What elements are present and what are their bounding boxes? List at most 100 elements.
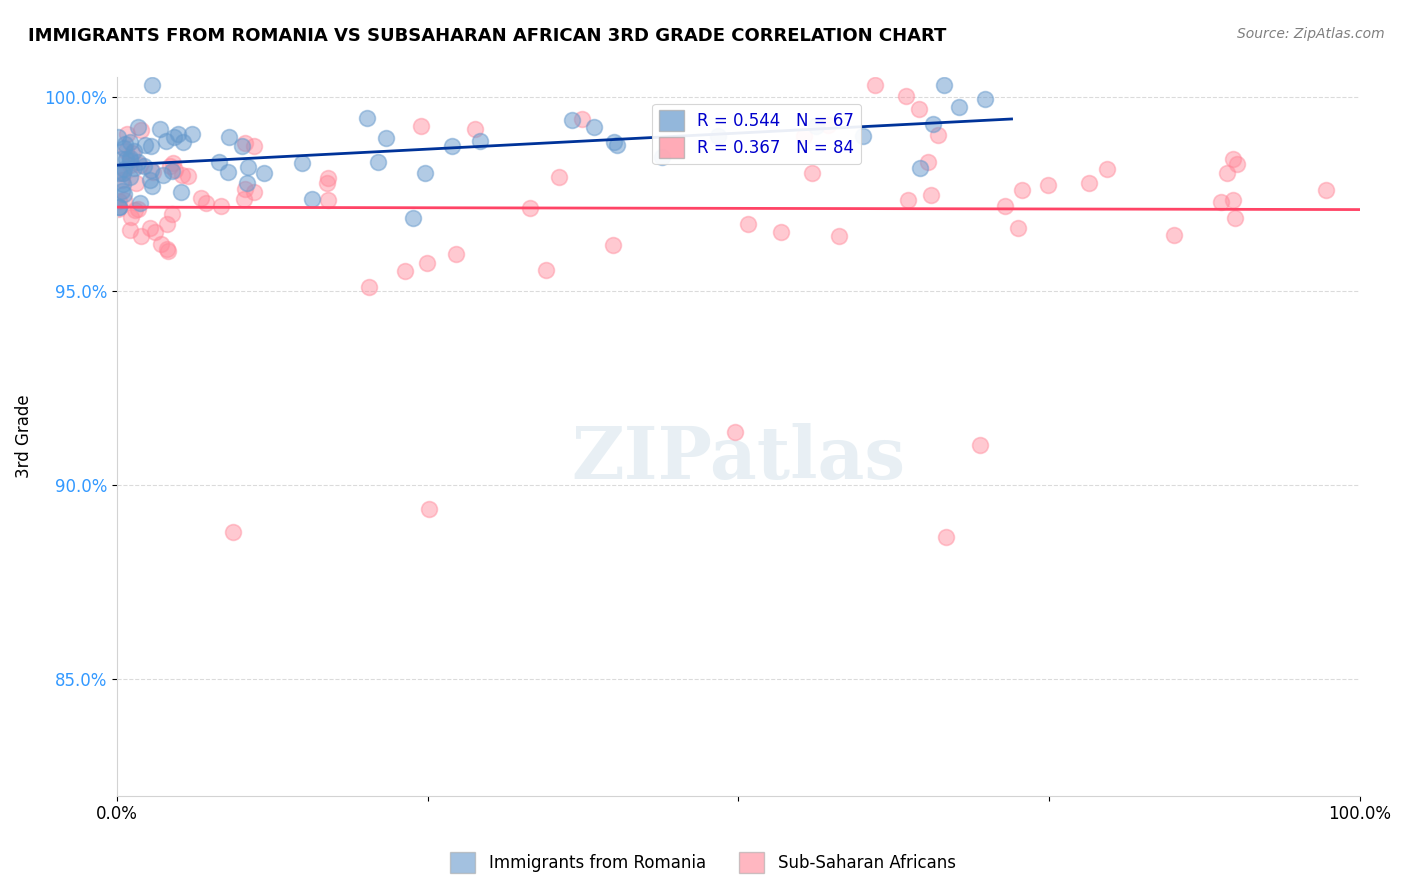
- Point: [222, 524, 245, 539]
- Point: [707, 128, 730, 143]
- Point: [651, 150, 673, 164]
- Point: [128, 196, 150, 211]
- Point: [1315, 183, 1337, 197]
- Point: [112, 141, 135, 155]
- Point: [894, 88, 917, 103]
- Point: [209, 199, 232, 213]
- Point: [195, 196, 218, 211]
- Point: [127, 154, 149, 169]
- Point: [817, 119, 839, 133]
- Point: [180, 127, 202, 141]
- Point: [127, 120, 149, 135]
- Point: [231, 139, 253, 153]
- Point: [149, 122, 172, 136]
- Point: [112, 162, 135, 177]
- Point: [190, 190, 212, 204]
- Point: [301, 192, 323, 206]
- Point: [120, 223, 142, 237]
- Point: [108, 166, 131, 180]
- Point: [112, 193, 135, 207]
- Point: [114, 153, 136, 167]
- Point: [217, 164, 239, 178]
- Point: [118, 151, 141, 165]
- Point: [291, 156, 314, 170]
- Point: [606, 138, 628, 153]
- Point: [440, 138, 463, 153]
- Point: [129, 229, 152, 244]
- Point: [141, 165, 163, 179]
- Point: [139, 221, 162, 235]
- Point: [159, 159, 181, 173]
- Point: [1222, 152, 1244, 166]
- Point: [908, 161, 931, 175]
- Point: [218, 130, 240, 145]
- Point: [994, 199, 1017, 213]
- Point: [571, 112, 593, 127]
- Point: [927, 128, 949, 142]
- Point: [418, 501, 440, 516]
- Point: [124, 145, 146, 159]
- Point: [139, 163, 162, 178]
- Point: [444, 247, 467, 261]
- Point: [134, 138, 156, 153]
- Point: [233, 182, 256, 196]
- Point: [111, 166, 134, 180]
- Point: [156, 242, 179, 256]
- Text: Source: ZipAtlas.com: Source: ZipAtlas.com: [1237, 27, 1385, 41]
- Point: [737, 217, 759, 231]
- Point: [243, 139, 266, 153]
- Point: [948, 100, 970, 114]
- Point: [1007, 221, 1029, 235]
- Point: [108, 200, 131, 214]
- Point: [908, 102, 931, 116]
- Point: [316, 171, 339, 186]
- Point: [115, 128, 138, 142]
- Point: [118, 157, 141, 171]
- Point: [141, 78, 163, 93]
- Legend: Immigrants from Romania, Sub-Saharan Africans: Immigrants from Romania, Sub-Saharan Afr…: [444, 846, 962, 880]
- Point: [921, 117, 943, 131]
- Point: [934, 530, 956, 544]
- Point: [519, 201, 541, 215]
- Point: [172, 135, 194, 149]
- Point: [163, 129, 186, 144]
- Point: [1077, 177, 1099, 191]
- Point: [115, 144, 138, 158]
- Point: [132, 159, 155, 173]
- Point: [932, 78, 955, 93]
- Point: [162, 156, 184, 170]
- Point: [253, 166, 276, 180]
- Point: [1209, 194, 1232, 209]
- Point: [1226, 157, 1249, 171]
- Point: [120, 153, 142, 168]
- Point: [769, 225, 792, 239]
- Point: [236, 176, 259, 190]
- Point: [127, 202, 149, 217]
- Point: [129, 123, 152, 137]
- Point: [139, 172, 162, 186]
- Point: [150, 237, 173, 252]
- Point: [141, 179, 163, 194]
- Text: ZIPatlas: ZIPatlas: [571, 423, 905, 493]
- Point: [603, 135, 626, 149]
- Point: [316, 176, 339, 190]
- Point: [243, 185, 266, 199]
- Point: [155, 134, 177, 148]
- Point: [801, 166, 824, 180]
- Point: [110, 153, 132, 167]
- Point: [165, 162, 187, 177]
- Point: [124, 202, 146, 217]
- Point: [468, 134, 491, 148]
- Point: [359, 279, 381, 293]
- Legend: R = 0.544   N = 67, R = 0.367   N = 84: R = 0.544 N = 67, R = 0.367 N = 84: [652, 103, 860, 164]
- Point: [125, 176, 148, 190]
- Point: [128, 158, 150, 172]
- Point: [1163, 228, 1185, 243]
- Point: [177, 169, 200, 183]
- Point: [160, 164, 183, 178]
- Point: [561, 113, 583, 128]
- Point: [155, 217, 177, 231]
- Point: [112, 187, 135, 202]
- Point: [139, 139, 162, 153]
- Point: [897, 193, 920, 207]
